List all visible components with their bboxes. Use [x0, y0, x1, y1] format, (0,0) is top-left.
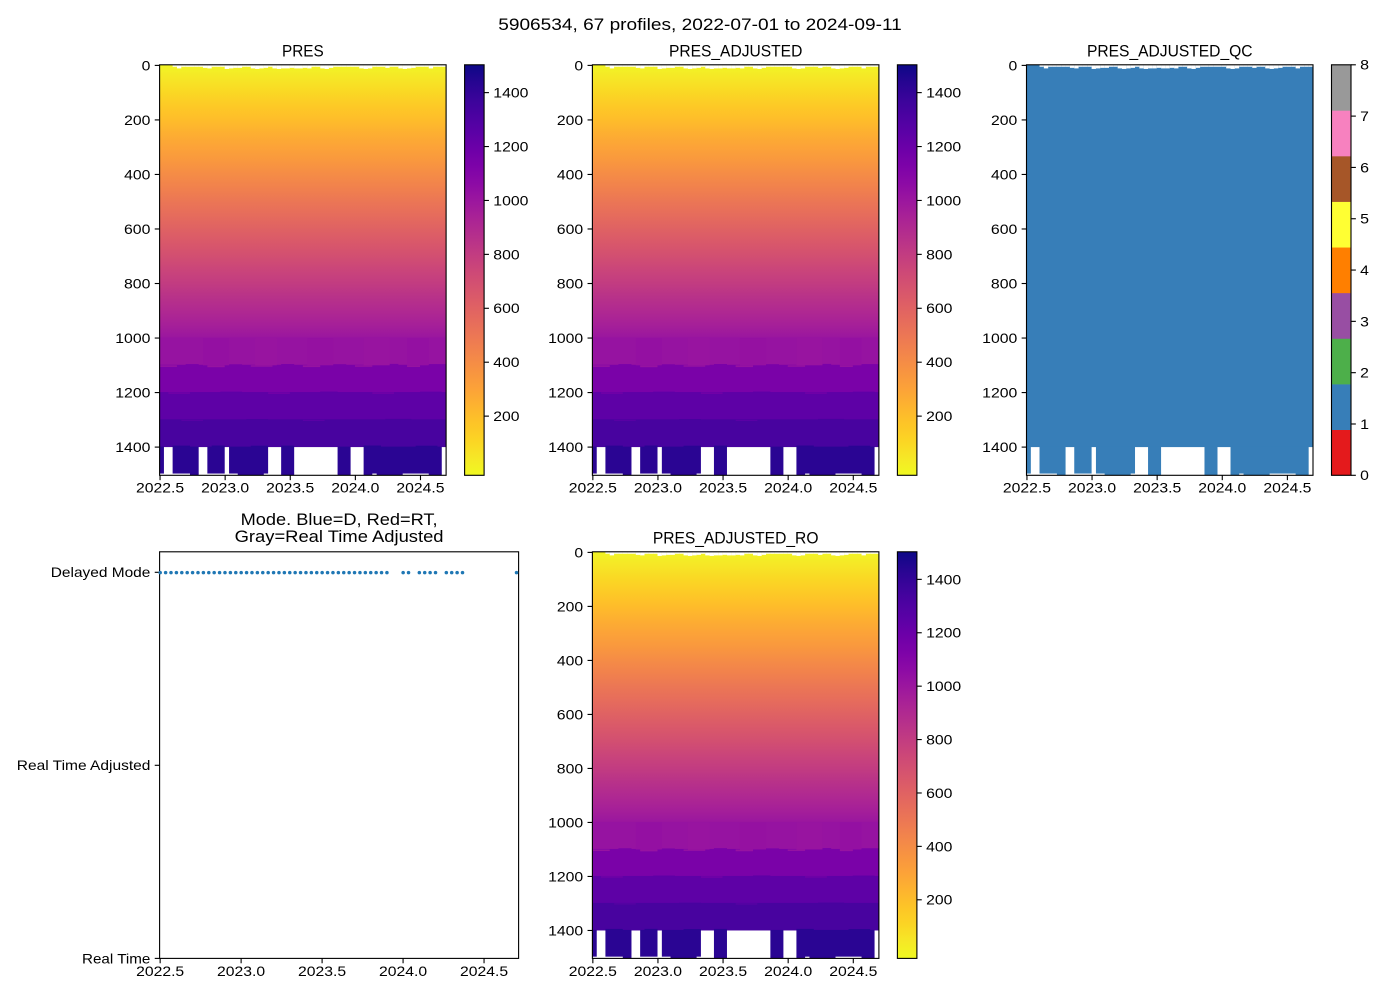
svg-text:2023.0: 2023.0 — [201, 480, 249, 496]
svg-text:1000: 1000 — [982, 330, 1017, 346]
svg-text:0: 0 — [1360, 467, 1369, 483]
svg-text:2023.5: 2023.5 — [699, 963, 747, 979]
svg-text:1200: 1200 — [926, 138, 961, 154]
svg-text:400: 400 — [557, 166, 584, 182]
svg-text:1400: 1400 — [115, 439, 150, 455]
svg-text:400: 400 — [124, 166, 151, 182]
svg-text:1200: 1200 — [115, 384, 150, 400]
svg-text:1400: 1400 — [493, 85, 528, 101]
svg-text:Delayed Mode: Delayed Mode — [51, 564, 151, 580]
svg-text:2024.5: 2024.5 — [829, 480, 877, 496]
svg-text:1200: 1200 — [926, 625, 961, 641]
svg-text:400: 400 — [557, 652, 584, 668]
svg-text:600: 600 — [926, 300, 953, 316]
svg-text:2023.5: 2023.5 — [266, 480, 314, 496]
svg-text:Real Time: Real Time — [82, 950, 151, 966]
svg-text:3: 3 — [1360, 313, 1369, 329]
svg-text:0: 0 — [574, 544, 583, 560]
svg-text:5: 5 — [1360, 211, 1369, 227]
svg-text:2023.0: 2023.0 — [634, 480, 682, 496]
svg-text:2024.0: 2024.0 — [331, 480, 379, 496]
svg-text:2022.5: 2022.5 — [136, 480, 184, 496]
svg-text:400: 400 — [926, 354, 953, 370]
svg-text:PRES: PRES — [282, 43, 324, 61]
svg-text:2023.0: 2023.0 — [217, 963, 265, 979]
svg-text:200: 200 — [557, 112, 584, 128]
svg-text:2024.5: 2024.5 — [829, 963, 877, 979]
svg-text:1000: 1000 — [548, 330, 583, 346]
svg-text:1200: 1200 — [548, 868, 583, 884]
svg-text:1200: 1200 — [548, 384, 583, 400]
svg-text:600: 600 — [557, 221, 584, 237]
svg-text:1: 1 — [1360, 416, 1369, 432]
svg-text:2023.5: 2023.5 — [699, 480, 747, 496]
svg-text:200: 200 — [926, 408, 953, 424]
svg-text:1000: 1000 — [926, 192, 961, 208]
svg-text:800: 800 — [926, 246, 953, 262]
svg-text:2023.5: 2023.5 — [1133, 480, 1181, 496]
svg-text:2022.5: 2022.5 — [136, 963, 184, 979]
svg-text:PRES_ADJUSTED_QC: PRES_ADJUSTED_QC — [1087, 43, 1253, 61]
svg-text:PRES_ADJUSTED_RO: PRES_ADJUSTED_RO — [653, 530, 819, 548]
svg-text:2022.5: 2022.5 — [569, 480, 617, 496]
svg-text:2022.5: 2022.5 — [569, 963, 617, 979]
svg-text:600: 600 — [493, 300, 520, 316]
svg-text:2024.0: 2024.0 — [1198, 480, 1246, 496]
svg-text:2: 2 — [1360, 365, 1369, 381]
svg-text:2024.0: 2024.0 — [764, 963, 812, 979]
svg-text:1200: 1200 — [493, 138, 528, 154]
svg-text:2024.5: 2024.5 — [1263, 480, 1311, 496]
svg-text:0: 0 — [1009, 57, 1018, 73]
svg-text:200: 200 — [991, 112, 1018, 128]
svg-text:1400: 1400 — [926, 571, 961, 587]
svg-text:1000: 1000 — [548, 814, 583, 830]
svg-text:200: 200 — [557, 598, 584, 614]
svg-text:800: 800 — [557, 275, 584, 291]
svg-text:1400: 1400 — [982, 439, 1017, 455]
svg-text:7: 7 — [1360, 108, 1369, 124]
svg-text:2024.0: 2024.0 — [764, 480, 812, 496]
svg-text:200: 200 — [926, 892, 953, 908]
svg-text:400: 400 — [926, 838, 953, 854]
svg-text:2024.5: 2024.5 — [396, 480, 444, 496]
svg-text:6: 6 — [1360, 159, 1369, 175]
svg-text:0: 0 — [574, 57, 583, 73]
svg-text:800: 800 — [493, 246, 520, 262]
svg-text:600: 600 — [124, 221, 151, 237]
svg-text:Mode. Blue=D, Red=RT,: Mode. Blue=D, Red=RT, — [241, 511, 438, 529]
svg-text:200: 200 — [493, 408, 520, 424]
svg-text:1400: 1400 — [548, 922, 583, 938]
svg-text:800: 800 — [926, 731, 953, 747]
svg-text:1400: 1400 — [548, 439, 583, 455]
svg-text:800: 800 — [557, 760, 584, 776]
svg-text:2023.5: 2023.5 — [298, 963, 346, 979]
svg-text:600: 600 — [991, 221, 1018, 237]
svg-text:800: 800 — [991, 275, 1018, 291]
svg-text:2022.5: 2022.5 — [1003, 480, 1051, 496]
svg-text:1000: 1000 — [493, 192, 528, 208]
svg-text:2023.0: 2023.0 — [1068, 480, 1116, 496]
svg-text:8: 8 — [1360, 57, 1369, 73]
svg-text:PRES_ADJUSTED: PRES_ADJUSTED — [669, 43, 802, 61]
svg-text:400: 400 — [493, 354, 520, 370]
svg-text:1000: 1000 — [115, 330, 150, 346]
svg-text:Real Time Adjusted: Real Time Adjusted — [17, 757, 151, 773]
svg-text:600: 600 — [557, 706, 584, 722]
svg-text:2024.0: 2024.0 — [379, 963, 427, 979]
svg-text:600: 600 — [926, 785, 953, 801]
svg-text:1400: 1400 — [926, 85, 961, 101]
svg-text:5906534, 67 profiles, 2022-07-: 5906534, 67 profiles, 2022-07-01 to 2024… — [498, 15, 902, 34]
svg-text:2024.5: 2024.5 — [460, 963, 508, 979]
svg-text:0: 0 — [142, 57, 151, 73]
svg-text:4: 4 — [1360, 262, 1369, 278]
svg-text:1000: 1000 — [926, 678, 961, 694]
svg-text:Gray=Real Time Adjusted: Gray=Real Time Adjusted — [235, 528, 444, 546]
svg-text:800: 800 — [124, 275, 151, 291]
svg-text:1200: 1200 — [982, 384, 1017, 400]
svg-text:2023.0: 2023.0 — [634, 963, 682, 979]
svg-text:200: 200 — [124, 112, 151, 128]
svg-text:400: 400 — [991, 166, 1018, 182]
